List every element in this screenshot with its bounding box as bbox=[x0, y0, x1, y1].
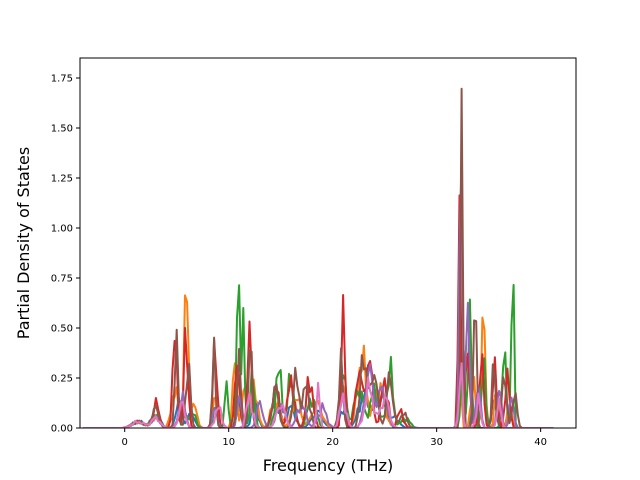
y-tick-label: 0.00 bbox=[51, 424, 73, 435]
y-tick-label: 1.00 bbox=[51, 224, 73, 235]
y-tick-label: 1.75 bbox=[51, 74, 73, 85]
y-tick-label: 1.25 bbox=[51, 174, 73, 185]
y-tick-label: 0.75 bbox=[51, 274, 73, 285]
x-axis: 0 10 20 30 40 bbox=[122, 428, 547, 448]
plot-frame bbox=[79, 57, 577, 429]
x-axis-label: Frequency (THz) bbox=[263, 456, 393, 475]
x-tick-label: 30 bbox=[430, 437, 443, 448]
pdos-series-line bbox=[83, 362, 554, 428]
x-tick-label: 0 bbox=[122, 437, 128, 448]
x-tick-label: 40 bbox=[534, 437, 547, 448]
y-tick-label: 0.50 bbox=[51, 324, 73, 335]
y-axis-label: Partial Density of States bbox=[14, 147, 33, 339]
y-tick-label: 0.25 bbox=[51, 374, 73, 385]
x-tick-label: 10 bbox=[222, 437, 235, 448]
y-axis: 0.00 0.25 0.50 0.75 1.00 1.25 1.50 1.75 bbox=[51, 74, 80, 435]
y-tick-label: 1.50 bbox=[51, 124, 73, 135]
x-tick-label: 20 bbox=[326, 437, 339, 448]
